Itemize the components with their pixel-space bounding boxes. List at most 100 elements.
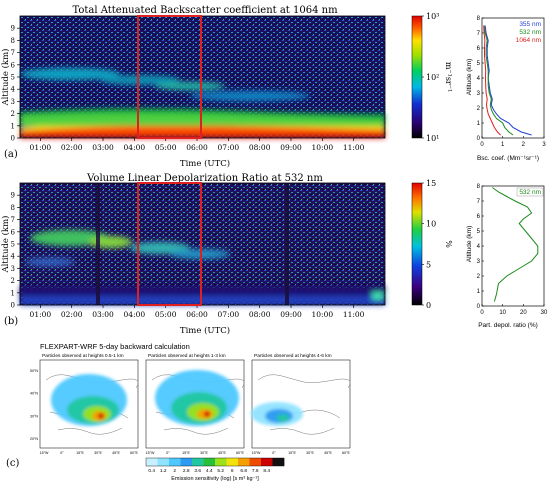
emission-colorbar-label: Emission sensitivity (log) [s m³ kg⁻¹] [171,476,259,482]
map-ytick-label: 30°N [30,414,38,418]
profile-b-ytick-label: 6 [477,214,481,220]
emission-colorbar-tick-label: 0.4 [148,468,155,474]
emission-colorbar-swatch [180,458,193,466]
profile-b-ytick-label: 2 [477,274,481,280]
profile-a-ytick-label: 2 [477,106,481,112]
profile-b-xlabel: Part. depol. ratio (%) [478,322,538,329]
map-xtick-label: 60°E [342,451,350,455]
panel-c-letter: (c) [6,458,20,469]
heatmap-b-xtick-label: 05:00 [155,310,177,319]
heatmap-a-ytick-label: 0 [11,135,15,143]
heatmap-b-ytick-label: 7 [11,216,15,224]
gap-stripe-1 [96,183,100,305]
profile-a-legend-entry: 1064 nm [516,37,541,44]
colorbar-b [411,182,423,306]
map-ytick-label: 40°N [30,392,38,396]
heatmap-b-xtick-label: 10:00 [312,310,334,319]
heatmap-b-ytick-label: 2 [11,277,15,285]
colorbar-a-tick-label: 10² [426,73,439,82]
map-xtick-label: 0° [272,451,276,455]
profile-a-series-1064-nm [483,25,501,136]
colorbar-b-tick-label: 15 [426,179,436,188]
heatmap-b-xtick-label: 01:00 [30,310,52,319]
colorbar-a-tick-label: 10¹ [426,134,439,143]
panel-a-letter: (a) [4,149,18,160]
profile-a-ytick-label: 0 [477,136,481,142]
profile-b-ytick-label: 1 [477,289,481,295]
map-xtick-label: 60°E [236,451,244,455]
emission-colorbar-tick-label: 2.8 [183,468,190,474]
plume [51,374,127,426]
profile-a-series-355-nm [484,25,532,136]
profile-b: 0 10 20 30 0 1 2 3 4 5 6 7 8 532 nm [477,184,548,316]
panel-a-ylabel: Altitude (km) [0,49,11,107]
heatmap-b-xtick-label: 08:00 [249,310,271,319]
emission-colorbar-swatch [249,458,262,466]
profile-b-legend-entry: 532 nm [519,189,541,196]
heatmap-b-xtick-label: 09:00 [280,310,302,319]
heatmap-a-xtick-label: 11:00 [343,143,365,152]
emission-colorbar-swatch [192,458,204,466]
profile-a-xtick-label: 0 [480,142,484,148]
heatmap-a-ytick-label: 5 [11,74,15,82]
plume [251,402,303,426]
profile-a-ytick-label: 3 [477,91,481,97]
emission-colorbar-swatch [226,458,239,466]
map-xtick-label: 30°E [94,451,102,455]
heatmap-b-xtick-label: 03:00 [92,310,114,319]
profile-a-xtick-label: 3 [542,142,546,148]
heatmap-b-axes: 01:00 02:00 03:00 04:00 05:00 06:00 07:00 08:00… [11,182,386,319]
map-xtick-label: 15°E [76,451,84,455]
map-xtick-label: 45°E [112,451,120,455]
profile-b-xtick-label: 30 [541,310,548,316]
heatmap-a-xtick-label: 03:00 [92,143,114,152]
profile-a-ylabel: Altitude (km) [466,59,473,95]
emission-colorbar: 0.4 1.2 2 2.8 3.6 4.4 5.2 6 6.8 7.6 8.4 [145,457,285,474]
map-xtick-label: 0° [166,451,170,455]
profile-a-legend-entry: 355 nm [519,21,541,28]
heatmap-a-ytick-label: 1 [11,122,15,130]
profile-a-ytick-label: 4 [477,76,481,82]
heatmap-b-ytick-label: 4 [11,253,16,261]
heatmap-a-ytick-label: 3 [11,98,15,106]
heatmap-a-xtick-label: 04:00 [124,143,146,152]
panel-a-title: Total Attenuated Backscatter coefficient… [72,5,338,16]
profile-b-ytick-label: 8 [477,184,481,190]
map-ytick-label: 20°N [30,437,38,441]
map-xtick-label: 15°W [146,451,155,455]
profile-a-legend-entry: 532 nm [519,29,541,36]
profile-a-series-532-nm [483,25,514,136]
profile-b-legend-box [516,187,544,197]
heatmap-a-axes: 01:00 02:00 03:00 04:00 05:00 06:00 07:00 08:00… [11,15,386,152]
map-xtick-label: 15°W [252,451,261,455]
heatmap-a-xtick-label: 01:00 [30,143,52,152]
heatmap-b-ytick-label: 8 [11,204,15,212]
plume-contour [204,411,210,417]
map-xtick-label: 60°E [130,451,138,455]
map-subtitle: Particles observed at heights 0.5-1 km [42,353,124,359]
map-subtitle: Particles observed at heights 1-3 km [148,353,226,359]
emission-colorbar-swatch [238,458,250,466]
profile-a-ytick-label: 5 [477,61,481,67]
heatmap-b-ytick-label: 1 [11,289,15,297]
map-xtick-label: 15°E [182,451,190,455]
heatmap-b-ytick-label: 9 [11,192,15,200]
profile-b-xtick-label: 10 [499,310,506,316]
profile-a-xlabel: Bsc. coef. (Mm⁻¹sr⁻¹) [477,155,539,162]
colorbar-a-label: m⁻¹sr⁻¹ [444,62,453,92]
profile-b-ytick-label: 0 [477,304,481,310]
heatmap-b-xtick-label: 02:00 [61,310,83,319]
profile-a-xtick-label: 2 [522,142,526,148]
heatmap-b-xtick-label: 06:00 [186,310,208,319]
heatmap-a-xtick-label: 08:00 [249,143,271,152]
profile-b-xtick-label: 0 [480,310,484,316]
panel-b-xlabel: Time (UTC) [180,325,230,336]
heatmap-a-ytick-label: 8 [11,37,15,45]
emission-colorbar-tick-label: 1.2 [160,468,167,474]
emission-colorbar-swatch [203,458,216,466]
emission-colorbar-swatch [272,458,285,466]
map-xtick-label: 15°W [40,451,49,455]
map-xtick-label: 45°E [218,451,226,455]
